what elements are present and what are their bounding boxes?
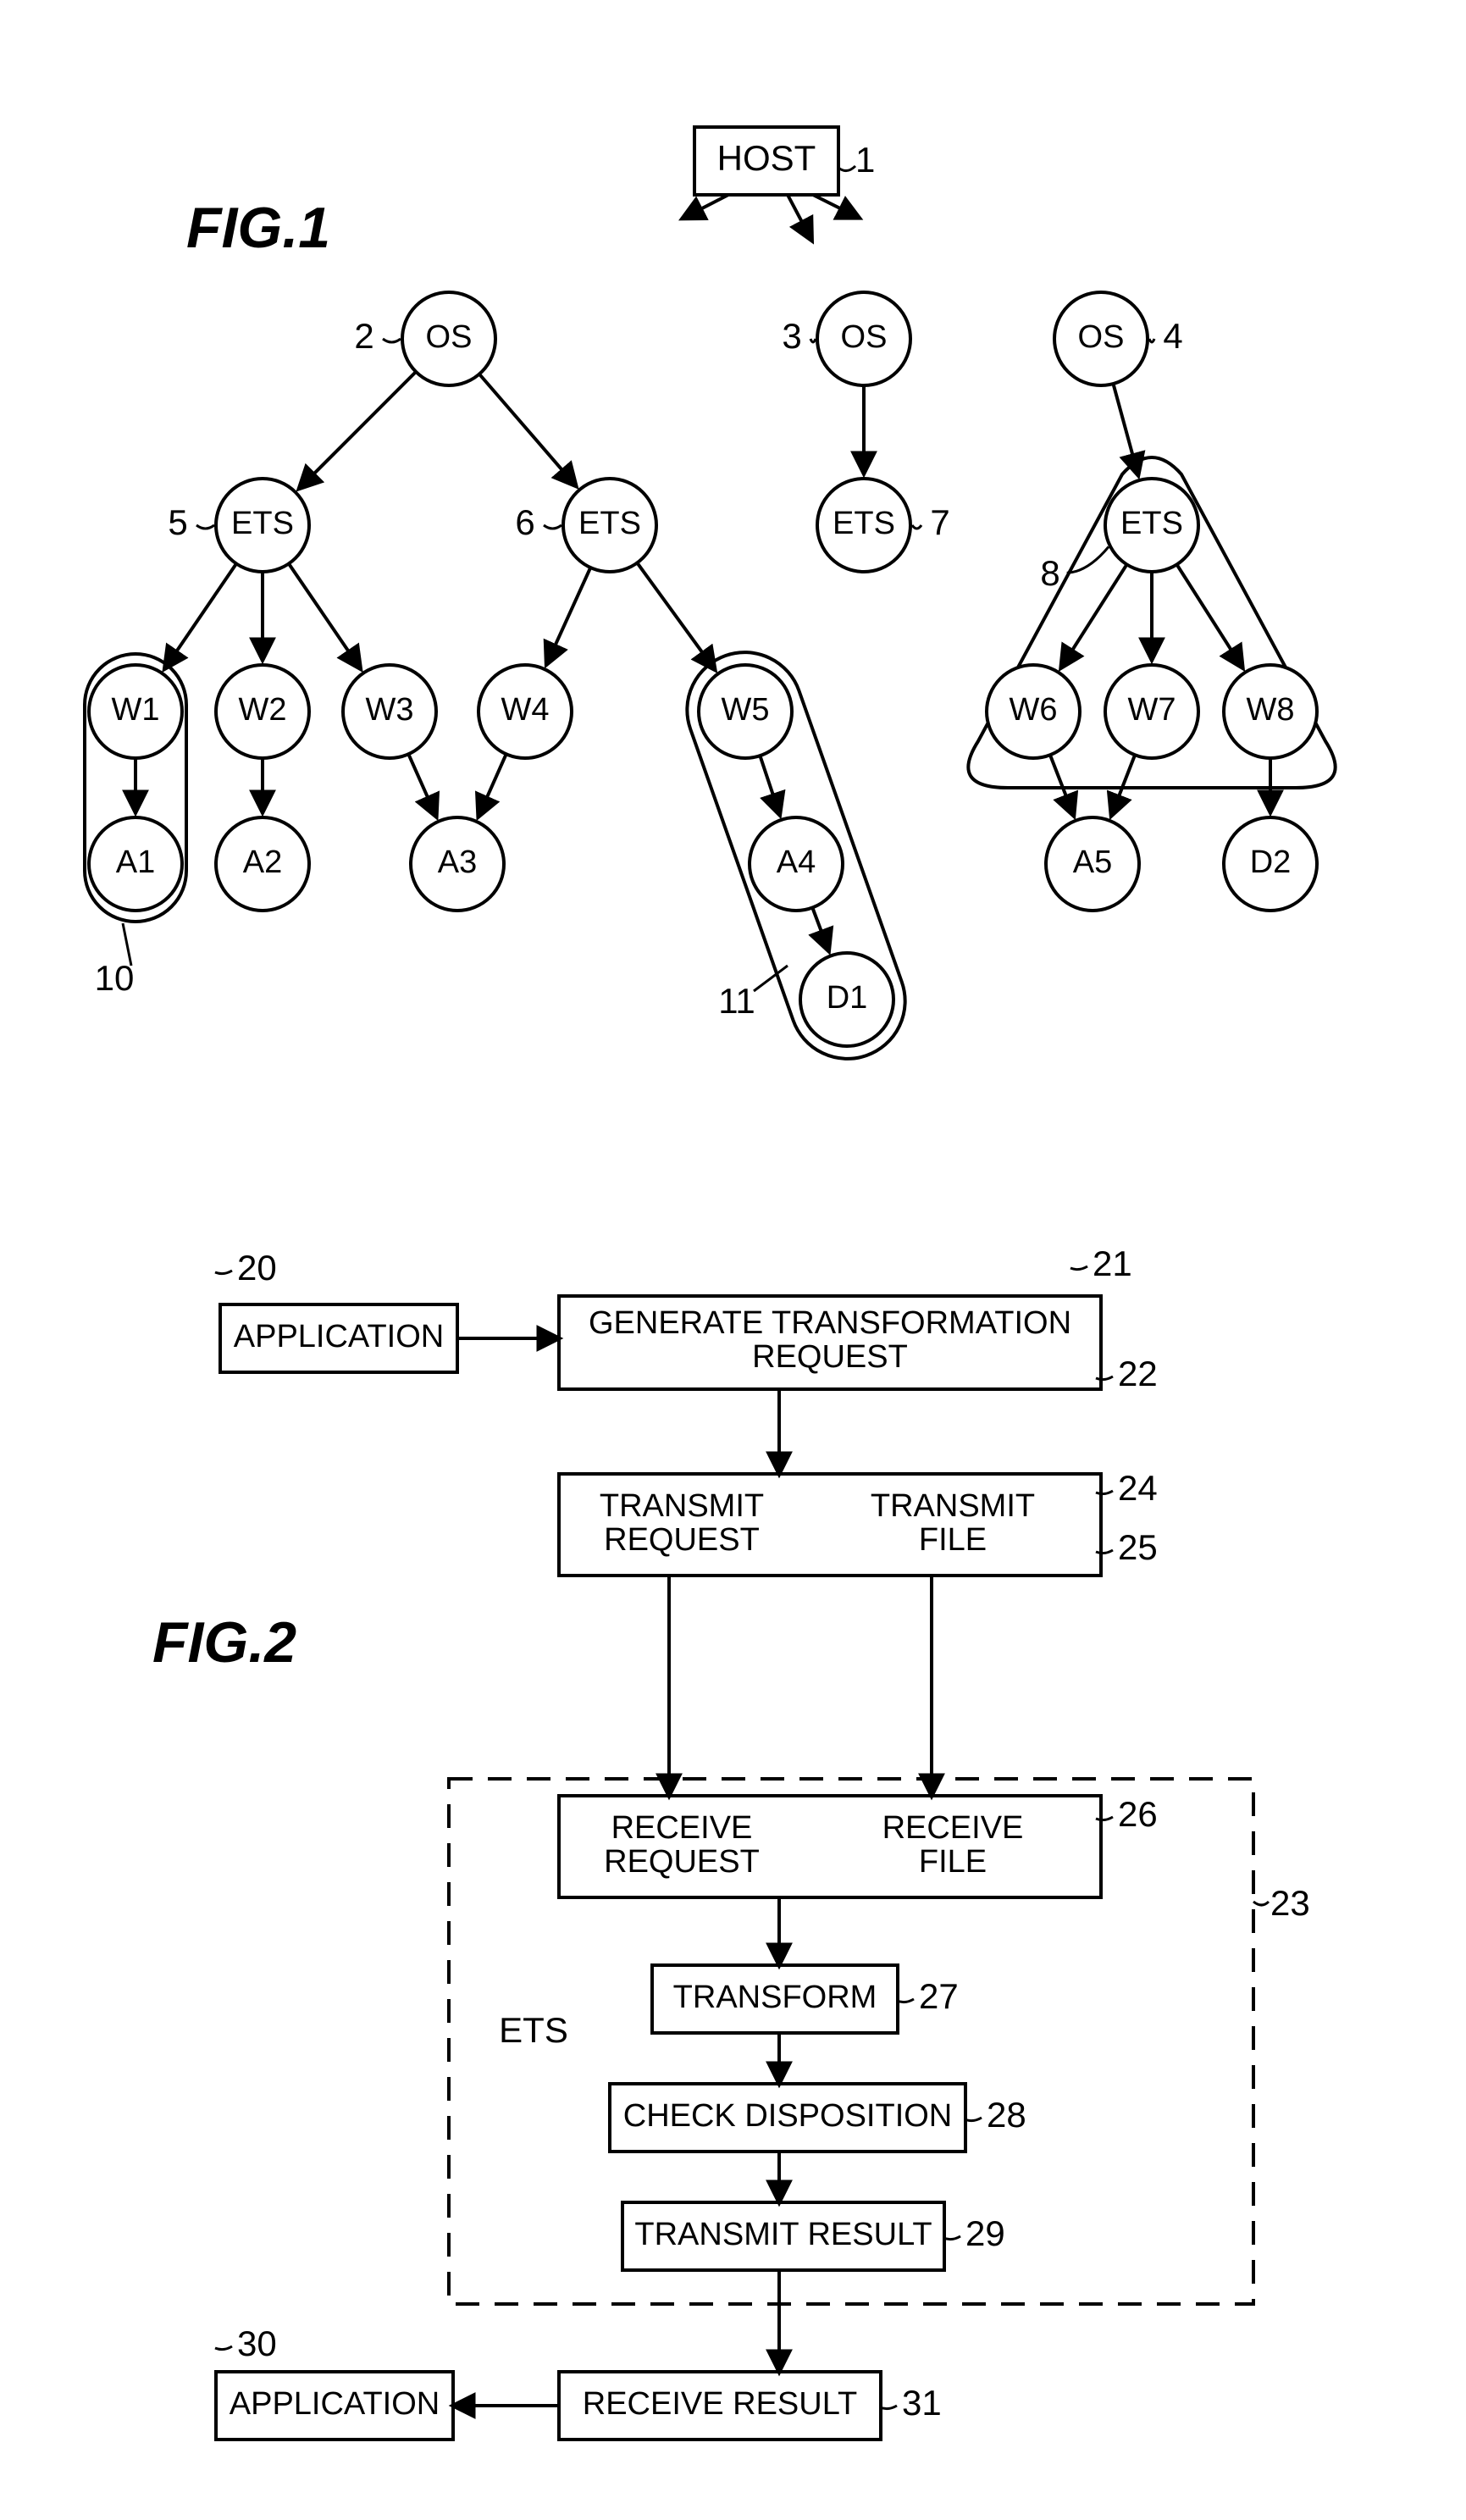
svg-text:8: 8 — [1040, 553, 1059, 593]
svg-text:28: 28 — [987, 2095, 1026, 2135]
svg-text:APPLICATION: APPLICATION — [230, 2386, 440, 2422]
svg-text:REQUEST: REQUEST — [604, 1522, 760, 1558]
svg-text:A5: A5 — [1073, 845, 1112, 880]
svg-text:30: 30 — [237, 2323, 277, 2363]
svg-text:TRANSMIT: TRANSMIT — [600, 1488, 764, 1524]
svg-text:22: 22 — [1118, 1354, 1158, 1393]
svg-text:W8: W8 — [1247, 692, 1295, 728]
svg-text:TRANSMIT: TRANSMIT — [871, 1488, 1035, 1524]
diagram-svg: 10 11 HOST 1 OS 2 OS 3 OS 4 ETS 5 ETS 6 ETS 7 ETS 8 W1 W2 W3… — [0, 0, 1466, 2520]
svg-text:4: 4 — [1163, 316, 1182, 356]
svg-text:29: 29 — [965, 2213, 1005, 2253]
svg-text:GENERATE TRANSFORMATION: GENERATE TRANSFORMATION — [589, 1305, 1071, 1341]
svg-text:ETS: ETS — [833, 506, 895, 541]
svg-text:10: 10 — [95, 958, 135, 998]
svg-text:OS: OS — [841, 319, 888, 355]
svg-text:5: 5 — [168, 502, 187, 542]
page-canvas: 10 11 HOST 1 OS 2 OS 3 OS 4 ETS 5 ETS 6 ETS 7 ETS 8 W1 W2 W3… — [0, 0, 1466, 2520]
svg-text:ETS: ETS — [578, 506, 641, 541]
svg-text:11: 11 — [718, 981, 755, 1021]
svg-text:20: 20 — [237, 1248, 277, 1288]
svg-text:W1: W1 — [112, 692, 160, 728]
svg-text:A2: A2 — [243, 845, 282, 880]
svg-text:RECEIVE: RECEIVE — [882, 1810, 1024, 1846]
svg-text:W7: W7 — [1128, 692, 1176, 728]
svg-text:23: 23 — [1270, 1883, 1310, 1923]
svg-text:D2: D2 — [1250, 845, 1292, 880]
svg-text:RECEIVE: RECEIVE — [611, 1810, 753, 1846]
svg-text:ETS: ETS — [231, 506, 294, 541]
svg-text:A1: A1 — [116, 845, 155, 880]
svg-text:CHECK DISPOSITION: CHECK DISPOSITION — [623, 2098, 953, 2134]
fig1-title: FIG.1 — [186, 195, 330, 261]
svg-text:HOST: HOST — [717, 138, 816, 178]
svg-text:25: 25 — [1118, 1527, 1158, 1567]
svg-text:OS: OS — [426, 319, 473, 355]
svg-text:2: 2 — [354, 316, 373, 356]
svg-text:OS: OS — [1078, 319, 1125, 355]
svg-text:REQUEST: REQUEST — [604, 1844, 760, 1880]
svg-text:24: 24 — [1118, 1468, 1158, 1508]
svg-text:ETS: ETS — [499, 2010, 568, 2050]
svg-text:FILE: FILE — [919, 1844, 987, 1880]
svg-text:W4: W4 — [501, 692, 550, 728]
svg-text:7: 7 — [930, 502, 949, 542]
svg-text:26: 26 — [1118, 1794, 1158, 1834]
svg-text:A4: A4 — [777, 845, 816, 880]
svg-text:6: 6 — [515, 502, 534, 542]
svg-text:1: 1 — [855, 140, 875, 180]
svg-text:21: 21 — [1093, 1243, 1132, 1283]
svg-text:W2: W2 — [239, 692, 287, 728]
svg-text:27: 27 — [919, 1976, 959, 2016]
svg-text:TRANSMIT RESULT: TRANSMIT RESULT — [634, 2217, 932, 2252]
fig2-title: FIG.2 — [152, 1609, 296, 1675]
svg-text:3: 3 — [782, 316, 801, 356]
svg-text:31: 31 — [902, 2383, 942, 2423]
svg-text:FILE: FILE — [919, 1522, 987, 1558]
svg-text:W6: W6 — [1010, 692, 1058, 728]
svg-text:APPLICATION: APPLICATION — [234, 1319, 444, 1354]
svg-text:W5: W5 — [722, 692, 770, 728]
svg-text:ETS: ETS — [1120, 506, 1183, 541]
svg-text:TRANSFORM: TRANSFORM — [673, 1980, 877, 2015]
svg-text:A3: A3 — [438, 845, 477, 880]
svg-text:W3: W3 — [366, 692, 414, 728]
svg-text:REQUEST: REQUEST — [752, 1339, 908, 1375]
svg-text:D1: D1 — [827, 980, 868, 1016]
svg-text:RECEIVE RESULT: RECEIVE RESULT — [583, 2386, 857, 2422]
